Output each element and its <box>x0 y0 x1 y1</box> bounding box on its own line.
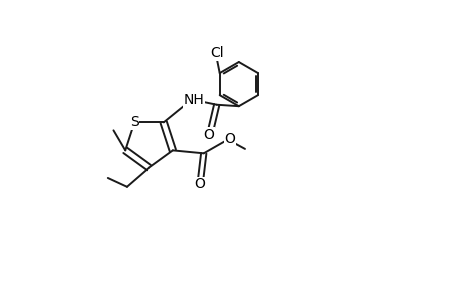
Text: O: O <box>202 128 213 142</box>
Text: O: O <box>224 132 235 146</box>
Text: O: O <box>194 177 204 191</box>
Text: NH: NH <box>183 93 204 107</box>
Text: S: S <box>129 116 139 129</box>
Text: Cl: Cl <box>209 46 223 60</box>
